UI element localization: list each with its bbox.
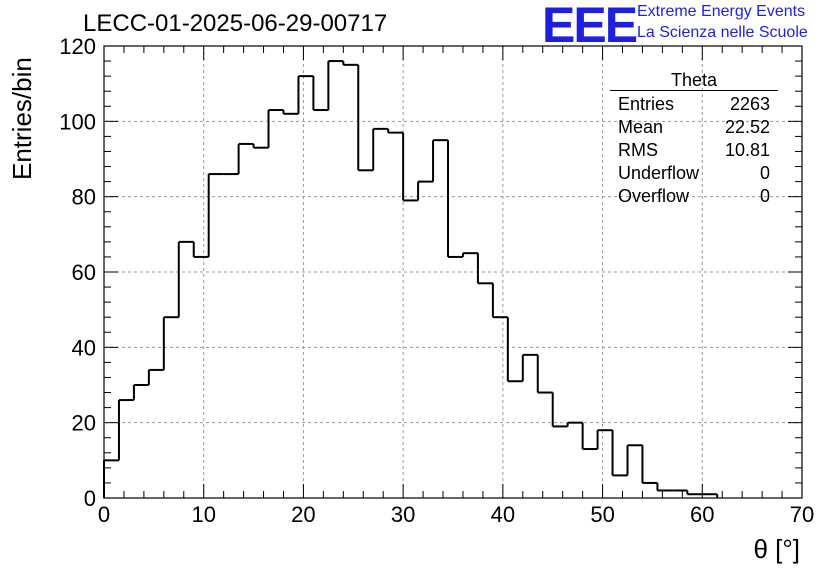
eee-logo: EEE — [542, 0, 638, 53]
x-tick-label: 20 — [291, 502, 315, 527]
stats-value: 0 — [759, 163, 770, 183]
stats-row-overflow: Overflow 0 — [610, 185, 778, 208]
y-tick-label: 60 — [72, 260, 96, 285]
stats-value: 0 — [759, 186, 770, 206]
x-tick-label: 30 — [391, 502, 415, 527]
y-tick-label: 0 — [84, 486, 96, 511]
y-tick-label: 40 — [72, 335, 96, 360]
y-tick-label: 100 — [59, 109, 96, 134]
x-tick-label: 10 — [191, 502, 215, 527]
x-tick-label: 60 — [690, 502, 714, 527]
org-name-line2: La Scienza nelle Scuole — [637, 24, 808, 41]
stats-row-entries: Entries 2263 — [610, 93, 778, 116]
stats-row-mean: Mean 22.52 — [610, 116, 778, 139]
y-axis-label: Entries/bin — [7, 57, 37, 180]
stats-label: Mean — [618, 117, 664, 137]
x-tick-label: 0 — [98, 502, 110, 527]
stats-box-title: Theta — [610, 70, 778, 91]
stats-value: 2263 — [729, 94, 770, 114]
x-tick-label: 40 — [491, 502, 515, 527]
chart-title: LECC-01-2025-06-29-00717 — [83, 10, 388, 37]
stats-row-underflow: Underflow 0 — [610, 162, 778, 185]
axes — [103, 45, 803, 499]
x-tick-label: 70 — [790, 502, 814, 527]
y-tick-label: 120 — [59, 34, 96, 59]
org-name-line1: Extreme Energy Events — [637, 3, 806, 20]
stats-value: 22.52 — [724, 117, 770, 137]
grid-lines — [104, 46, 802, 498]
tick-labels: 0 10 20 30 40 50 60 70 0 20 40 60 80 100 120 — [59, 34, 814, 527]
y-tick-label: 80 — [72, 185, 96, 210]
stats-value: 10.81 — [724, 140, 770, 160]
stats-label: RMS — [618, 140, 658, 160]
stats-label: Underflow — [618, 163, 700, 183]
stats-label: Overflow — [618, 186, 690, 206]
x-axis-label: θ [°] — [753, 534, 800, 564]
stats-box: Theta Entries 2263 Mean 22.52 RMS 10.81 … — [610, 70, 778, 208]
x-tick-label: 50 — [590, 502, 614, 527]
y-tick-label: 20 — [72, 411, 96, 436]
stats-row-rms: RMS 10.81 — [610, 139, 778, 162]
stats-label: Entries — [618, 94, 675, 114]
